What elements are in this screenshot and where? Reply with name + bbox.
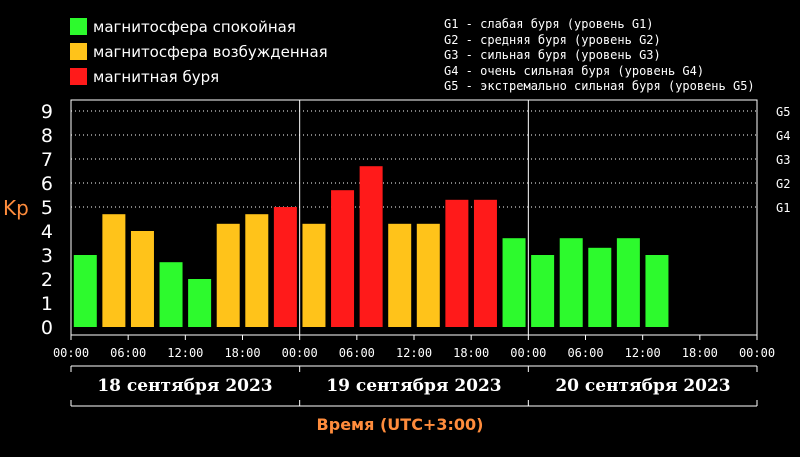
storm-level-tick-labels: G1 G2 G3 G4 G5: [776, 105, 790, 215]
kp-bar: [473, 199, 497, 327]
kp-bar: [159, 262, 183, 327]
day-label-2: 19 сентября 2023: [326, 376, 502, 396]
kp-bar: [445, 199, 469, 327]
legend-swatch-storm: [70, 68, 87, 85]
kp-bar: [416, 223, 440, 327]
chart-bars: [73, 166, 669, 327]
y-tick-label: 9: [41, 101, 53, 123]
kp-bar: [73, 255, 97, 327]
kp-bar: [102, 214, 126, 327]
x-tick-label: 06:00: [339, 346, 375, 360]
x-tick-label: 00:00: [739, 346, 775, 360]
day-label-3: 20 сентября 2023: [555, 376, 731, 396]
chart-grid: [71, 110, 757, 208]
storm-scale-g4: G4 - очень сильная буря (уровень G4): [444, 63, 705, 78]
y-tick-label: 0: [41, 317, 53, 339]
kp-bar: [130, 231, 154, 327]
x-axis-label: Время (UTC+3:00): [316, 415, 484, 434]
legend-item-storm: магнитная буря: [70, 64, 328, 89]
y-tick-label: 7: [41, 149, 53, 171]
storm-scale-g3: G3 - сильная буря (уровень G3): [444, 48, 661, 63]
x-tick-label: 06:00: [110, 346, 146, 360]
x-tick-label: 00:00: [53, 346, 89, 360]
kp-bar: [302, 223, 326, 327]
kp-bar: [245, 214, 269, 327]
legend-item-quiet: магнитосфера спокойная: [70, 14, 328, 39]
y-tick-label: 3: [41, 245, 53, 267]
storm-scale: G1 - слабая буря (уровень G1) G2 - средн…: [444, 17, 755, 95]
kp-bar: [531, 255, 555, 327]
x-tick-label: 18:00: [453, 346, 489, 360]
x-tick-label: 12:00: [167, 346, 203, 360]
legend-label-active: магнитосфера возбужденная: [93, 42, 328, 61]
legend-item-active: магнитосфера возбужденная: [70, 39, 328, 64]
kp-bar: [359, 166, 383, 327]
kp-bar: [588, 247, 612, 327]
legend-swatch-quiet: [70, 18, 87, 35]
x-tick-label: 12:00: [625, 346, 661, 360]
legend-label-storm: магнитная буря: [93, 67, 220, 86]
x-tick-label: 12:00: [396, 346, 432, 360]
kp-bar: [216, 223, 240, 327]
storm-scale-g2: G2 - средняя буря (уровень G2): [444, 32, 661, 47]
kp-bar: [331, 190, 355, 327]
y-tick-label: 2: [41, 269, 53, 291]
storm-level-label: G4: [776, 129, 790, 143]
storm-level-label: G3: [776, 153, 790, 167]
kp-bar: [616, 238, 640, 327]
storm-level-label: G2: [776, 177, 790, 191]
x-tick-label: 18:00: [224, 346, 260, 360]
kp-bar: [645, 255, 669, 327]
x-tick-label: 06:00: [567, 346, 603, 360]
kp-bar: [502, 238, 526, 327]
y-tick-label: 5: [41, 197, 53, 219]
y-tick-label: 1: [41, 293, 53, 315]
legend-label-quiet: магнитосфера спокойная: [93, 17, 296, 36]
legend: магнитосфера спокойная магнитосфера возб…: [70, 14, 328, 89]
storm-level-label: G1: [776, 201, 790, 215]
kp-bar: [273, 207, 297, 327]
x-tick-labels: 00:00 06:00 12:00 18:00 00:00 06:00 12:00 18:00…: [53, 346, 775, 360]
storm-scale-g1: G1 - слабая буря (уровень G1): [444, 17, 654, 31]
legend-swatch-active: [70, 43, 87, 60]
chart-axes: [70, 99, 758, 340]
y-tick-label: 6: [41, 173, 53, 195]
day-brackets: [70, 365, 758, 407]
x-tick-label: 00:00: [282, 346, 318, 360]
x-tick-label: 18:00: [682, 346, 718, 360]
x-tick-label: 00:00: [510, 346, 546, 360]
kp-bar: [188, 279, 212, 327]
storm-scale-g5: G5 - экстремально сильная буря (уровень …: [444, 79, 755, 94]
day-label-1: 18 сентября 2023: [97, 376, 273, 396]
kp-bar: [559, 238, 583, 327]
y-axis-label: Kp: [3, 196, 29, 220]
y-tick-label: 8: [41, 125, 53, 147]
kp-bar: [388, 223, 412, 327]
storm-level-label: G5: [776, 105, 790, 119]
y-tick-label: 4: [41, 221, 53, 243]
